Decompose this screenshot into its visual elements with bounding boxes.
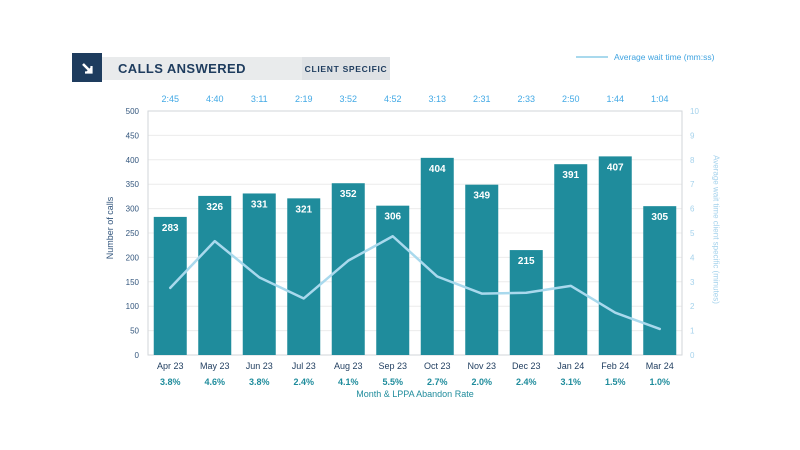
month-label: Jan 24 xyxy=(557,361,584,371)
arrow-down-right-icon xyxy=(72,53,102,82)
left-axis-tick: 100 xyxy=(126,302,140,311)
left-axis-tick: 150 xyxy=(126,278,140,287)
plot-border xyxy=(147,110,683,356)
bar-value-label: 331 xyxy=(251,199,268,210)
left-axis-tick: 200 xyxy=(126,253,140,262)
wait-time-label: 2:19 xyxy=(295,94,313,104)
wait-time-label: 2:50 xyxy=(562,94,580,104)
client-specific-badge: CLIENT SPECIFIC xyxy=(302,57,390,80)
left-axis-tick: 500 xyxy=(126,107,140,116)
wait-time-label: 1:44 xyxy=(606,94,624,104)
month-label: May 23 xyxy=(200,361,230,371)
left-axis-tick: 250 xyxy=(126,229,140,238)
legend-label: Average wait time (mm:ss) xyxy=(614,52,715,62)
right-axis-tick: 2 xyxy=(690,302,695,311)
bar xyxy=(509,250,543,355)
month-label: Oct 23 xyxy=(424,361,451,371)
right-axis-tick: 5 xyxy=(690,229,695,238)
left-axis-tick: 400 xyxy=(126,156,140,165)
right-axis-tick: 6 xyxy=(690,205,695,214)
month-label: Sep 23 xyxy=(378,361,407,371)
bar-value-label: 305 xyxy=(651,212,668,223)
abandon-rate-label: 2.4% xyxy=(516,377,537,387)
bar xyxy=(554,164,588,355)
month-label: Jul 23 xyxy=(292,361,316,371)
bar xyxy=(376,205,410,355)
right-axis-tick: 0 xyxy=(690,351,695,360)
left-axis-tick: 350 xyxy=(126,180,140,189)
abandon-rate-label: 3.8% xyxy=(249,377,270,387)
abandon-rate-label: 4.1% xyxy=(338,377,359,387)
wait-time-line xyxy=(169,235,661,331)
right-axis-tick: 9 xyxy=(690,131,695,140)
bar-value-label: 407 xyxy=(607,162,624,173)
abandon-rate-label: 1.5% xyxy=(605,377,626,387)
bar-value-label: 391 xyxy=(562,170,579,181)
bar-value-label: 215 xyxy=(518,256,535,267)
wait-time-label: 3:11 xyxy=(251,94,268,104)
x-axis-title: Month & LPPA Abandon Rate xyxy=(356,389,474,399)
bar xyxy=(420,157,454,355)
month-label: Nov 23 xyxy=(467,361,496,371)
right-axis-tick: 10 xyxy=(690,107,699,116)
abandon-rate-label: 2.7% xyxy=(427,377,448,387)
right-axis-tick: 4 xyxy=(690,253,695,262)
bar xyxy=(242,193,276,355)
bar-value-label: 326 xyxy=(206,202,223,213)
legend: Average wait time (mm:ss) xyxy=(576,52,714,62)
abandon-rate-label: 5.5% xyxy=(382,377,403,387)
bar-value-label: 404 xyxy=(429,164,446,175)
bar-value-label: 321 xyxy=(295,204,312,215)
abandon-rate-label: 4.6% xyxy=(204,377,225,387)
right-axis-tick: 7 xyxy=(690,180,695,189)
bar-value-label: 349 xyxy=(473,191,490,202)
bar-value-label: 283 xyxy=(162,223,179,234)
abandon-rate-label: 3.8% xyxy=(160,377,181,387)
month-label: Apr 23 xyxy=(157,361,184,371)
month-label: Feb 24 xyxy=(601,361,629,371)
bar xyxy=(287,198,321,355)
right-axis-tick: 3 xyxy=(690,278,695,287)
bar xyxy=(198,195,232,355)
legend-line-swatch xyxy=(576,56,608,58)
bar xyxy=(598,156,632,355)
bar-value-label: 306 xyxy=(384,212,401,223)
wait-time-label: 4:40 xyxy=(206,94,224,104)
wait-time-label: 3:13 xyxy=(428,94,446,104)
right-axis-tick: 8 xyxy=(690,156,695,165)
left-axis-tick: 300 xyxy=(126,205,140,214)
wait-time-label: 4:52 xyxy=(384,94,402,104)
month-label: Jun 23 xyxy=(246,361,273,371)
bar-value-label: 352 xyxy=(340,189,357,200)
right-axis-tick: 1 xyxy=(690,327,695,336)
bar xyxy=(153,216,187,355)
month-label: Mar 24 xyxy=(646,361,674,371)
wait-time-label: 2:33 xyxy=(517,94,535,104)
wait-time-label: 2:45 xyxy=(161,94,179,104)
month-label: Dec 23 xyxy=(512,361,541,371)
wait-time-label: 2:31 xyxy=(473,94,491,104)
wait-time-label: 3:52 xyxy=(339,94,357,104)
abandon-rate-label: 1.0% xyxy=(649,377,670,387)
abandon-rate-label: 3.1% xyxy=(560,377,581,387)
wait-time-label: 1:04 xyxy=(651,94,669,104)
abandon-rate-label: 2.0% xyxy=(471,377,492,387)
bar xyxy=(643,206,677,355)
abandon-rate-label: 2.4% xyxy=(293,377,314,387)
page-title: CALLS ANSWERED xyxy=(118,61,246,76)
month-label: Aug 23 xyxy=(334,361,363,371)
left-axis-tick: 450 xyxy=(126,131,140,140)
bar xyxy=(465,184,499,355)
left-axis-tick: 0 xyxy=(135,351,140,360)
left-axis-tick: 50 xyxy=(130,327,139,336)
